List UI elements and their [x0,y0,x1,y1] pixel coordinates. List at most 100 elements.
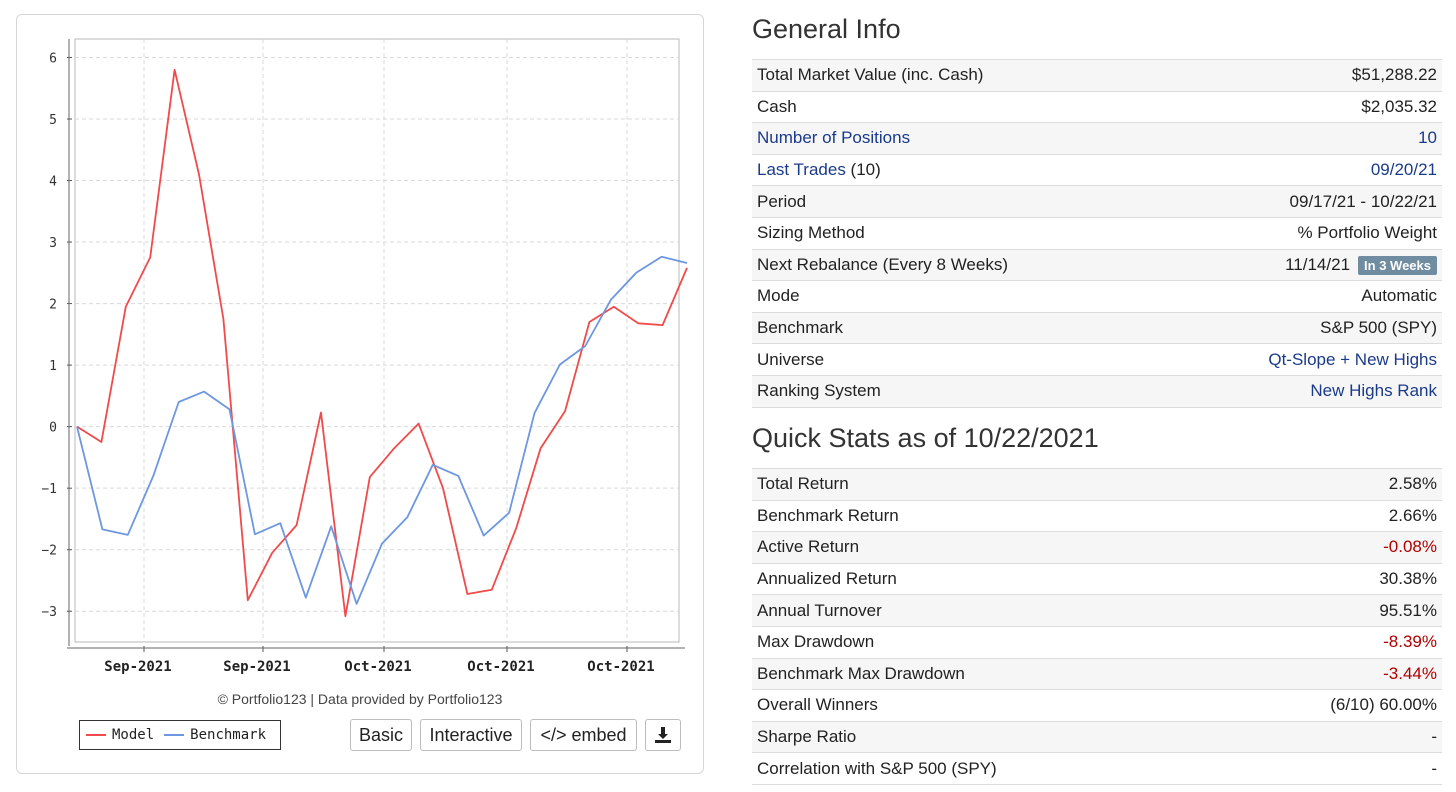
plot-area [74,38,680,643]
table-row: Benchmark Max Drawdown -3.44% [752,657,1442,690]
y-tick-label: 6 [49,51,57,66]
row-value: 09/17/21 - 10/22/21 [1161,185,1442,218]
x-tick-label: Oct-2021 [587,659,654,675]
table-row: Total Return 2.58% [752,468,1442,501]
row-label: Benchmark [752,311,1162,344]
legend-label-benchmark: Benchmark [190,727,267,743]
y-tick-label: 1 [49,359,57,374]
table-row: Benchmark S&P 500 (SPY) [752,311,1442,344]
y-tick-label: −1 [41,482,57,497]
row-label: Total Return [752,468,1223,501]
number-of-positions-value-link[interactable]: 10 [1161,122,1442,155]
row-value: -8.39% [1222,625,1442,659]
row-label: Benchmark Return [752,499,1223,532]
y-tick-label: −3 [41,605,57,620]
table-row: Sizing Method % Portfolio Weight [752,216,1442,250]
last-trades-date-link[interactable]: 09/20/21 [1161,153,1442,186]
row-value: - [1222,720,1442,753]
download-icon [655,727,671,743]
row-label: Last Trades (10) [752,153,1162,186]
x-tick-label: Sep-2021 [223,659,290,675]
row-label: Total Market Value (inc. Cash) [752,59,1162,92]
row-label: Benchmark Max Drawdown [752,657,1223,690]
table-row: Benchmark Return 2.66% [752,499,1442,532]
basic-chart-button[interactable]: Basic [350,719,412,751]
table-row: Last Trades (10) 09/20/21 [752,153,1442,186]
quick-stats-title: Quick Stats as of 10/22/2021 [752,423,1099,453]
performance-line-chart: 6 5 4 3 2 1 0 −1 −2 −3 Sep-2021 Sep-2021 Oct-2021 Oct… [41,38,688,675]
table-row: Overall Winners (6/10) 60.00% [752,689,1442,722]
series-line-model [76,68,688,618]
y-tick-label: 5 [49,113,57,128]
row-value: (6/10) 60.00% [1222,689,1442,722]
row-label: Annual Turnover [752,594,1223,627]
row-label: Active Return [752,531,1223,564]
legend-item-model[interactable]: Model [86,727,154,743]
y-tick-label: 2 [49,298,57,313]
table-row: Mode Automatic [752,280,1442,313]
row-label: Sharpe Ratio [752,720,1223,753]
y-tick-label: 0 [49,421,57,436]
row-label: Overall Winners [752,689,1223,722]
table-row: Annualized Return 30.38% [752,562,1442,595]
row-value: Automatic [1161,280,1442,313]
legend-swatch-model [86,734,106,736]
next-rebalance-date: 11/14/21 [1285,254,1351,274]
row-value: S&P 500 (SPY) [1161,311,1442,344]
download-button[interactable] [645,719,681,751]
table-row: Max Drawdown -8.39% [752,625,1442,659]
row-label: Sizing Method [752,216,1162,250]
row-value: 95.51% [1222,594,1442,627]
table-row: Sharpe Ratio - [752,720,1442,753]
chart-legend: Model Benchmark [79,720,281,750]
row-label: Cash [752,90,1162,123]
row-value: $51,288.22 [1161,59,1442,92]
table-row: Ranking System New Highs Rank [752,374,1442,408]
row-label: Annualized Return [752,562,1223,595]
row-label: Next Rebalance (Every 8 Weeks) [752,248,1162,281]
row-value: 11/14/21 In 3 Weeks [1161,248,1442,281]
row-value: - [1222,752,1442,785]
x-tick-label: Oct-2021 [344,659,411,675]
quick-stats-table: Total Return 2.58% Benchmark Return 2.66… [752,468,1442,785]
last-trades-link[interactable]: Last Trades [757,160,846,180]
series-line-benchmark [76,255,688,605]
row-label: Mode [752,280,1162,313]
row-value: -0.08% [1222,531,1442,564]
table-row: Correlation with S&P 500 (SPY) - [752,752,1442,785]
table-row: Universe Qt-Slope + New Highs [752,343,1442,376]
performance-chart-panel: 6 5 4 3 2 1 0 −1 −2 −3 Sep-2021 Sep-2021 Oct-2021 Oct… [16,14,704,774]
row-value: 30.38% [1222,562,1442,595]
chart-credit: © Portfolio123 | Data provided by Portfo… [217,691,503,707]
row-value: 2.66% [1222,499,1442,532]
legend-swatch-benchmark [164,734,185,736]
y-tick-label: 3 [49,236,57,251]
table-row: Annual Turnover 95.51% [752,594,1442,627]
table-row: Active Return -0.08% [752,531,1442,564]
row-value: $2,035.32 [1161,90,1442,123]
y-tick-label: 4 [49,175,57,190]
legend-label-model: Model [112,727,155,743]
table-row: Number of Positions 10 [752,122,1442,155]
last-trades-count: (10) [845,160,881,180]
table-row: Cash $2,035.32 [752,90,1442,123]
row-label: Max Drawdown [752,625,1223,659]
row-label: Universe [752,343,1162,376]
general-info-table: Total Market Value (inc. Cash) $51,288.2… [752,59,1442,408]
legend-item-benchmark[interactable]: Benchmark [164,727,266,743]
row-label: Period [752,185,1162,218]
universe-link[interactable]: Qt-Slope + New Highs [1161,343,1442,376]
x-tick-label: Sep-2021 [104,659,171,675]
row-value: -3.44% [1222,657,1442,690]
row-label: Correlation with S&P 500 (SPY) [752,752,1223,785]
interactive-chart-button[interactable]: Interactive [420,719,522,751]
y-tick-label: −2 [41,544,57,559]
table-row: Period 09/17/21 - 10/22/21 [752,185,1442,218]
embed-chart-button[interactable]: </> embed [530,719,637,751]
table-row: Next Rebalance (Every 8 Weeks) 11/14/21 I… [752,248,1442,281]
number-of-positions-link[interactable]: Number of Positions [752,122,1162,155]
ranking-system-link[interactable]: New Highs Rank [1161,374,1442,408]
row-value: % Portfolio Weight [1161,216,1442,250]
row-label: Ranking System [752,374,1162,408]
x-tick-label: Oct-2021 [467,659,534,675]
